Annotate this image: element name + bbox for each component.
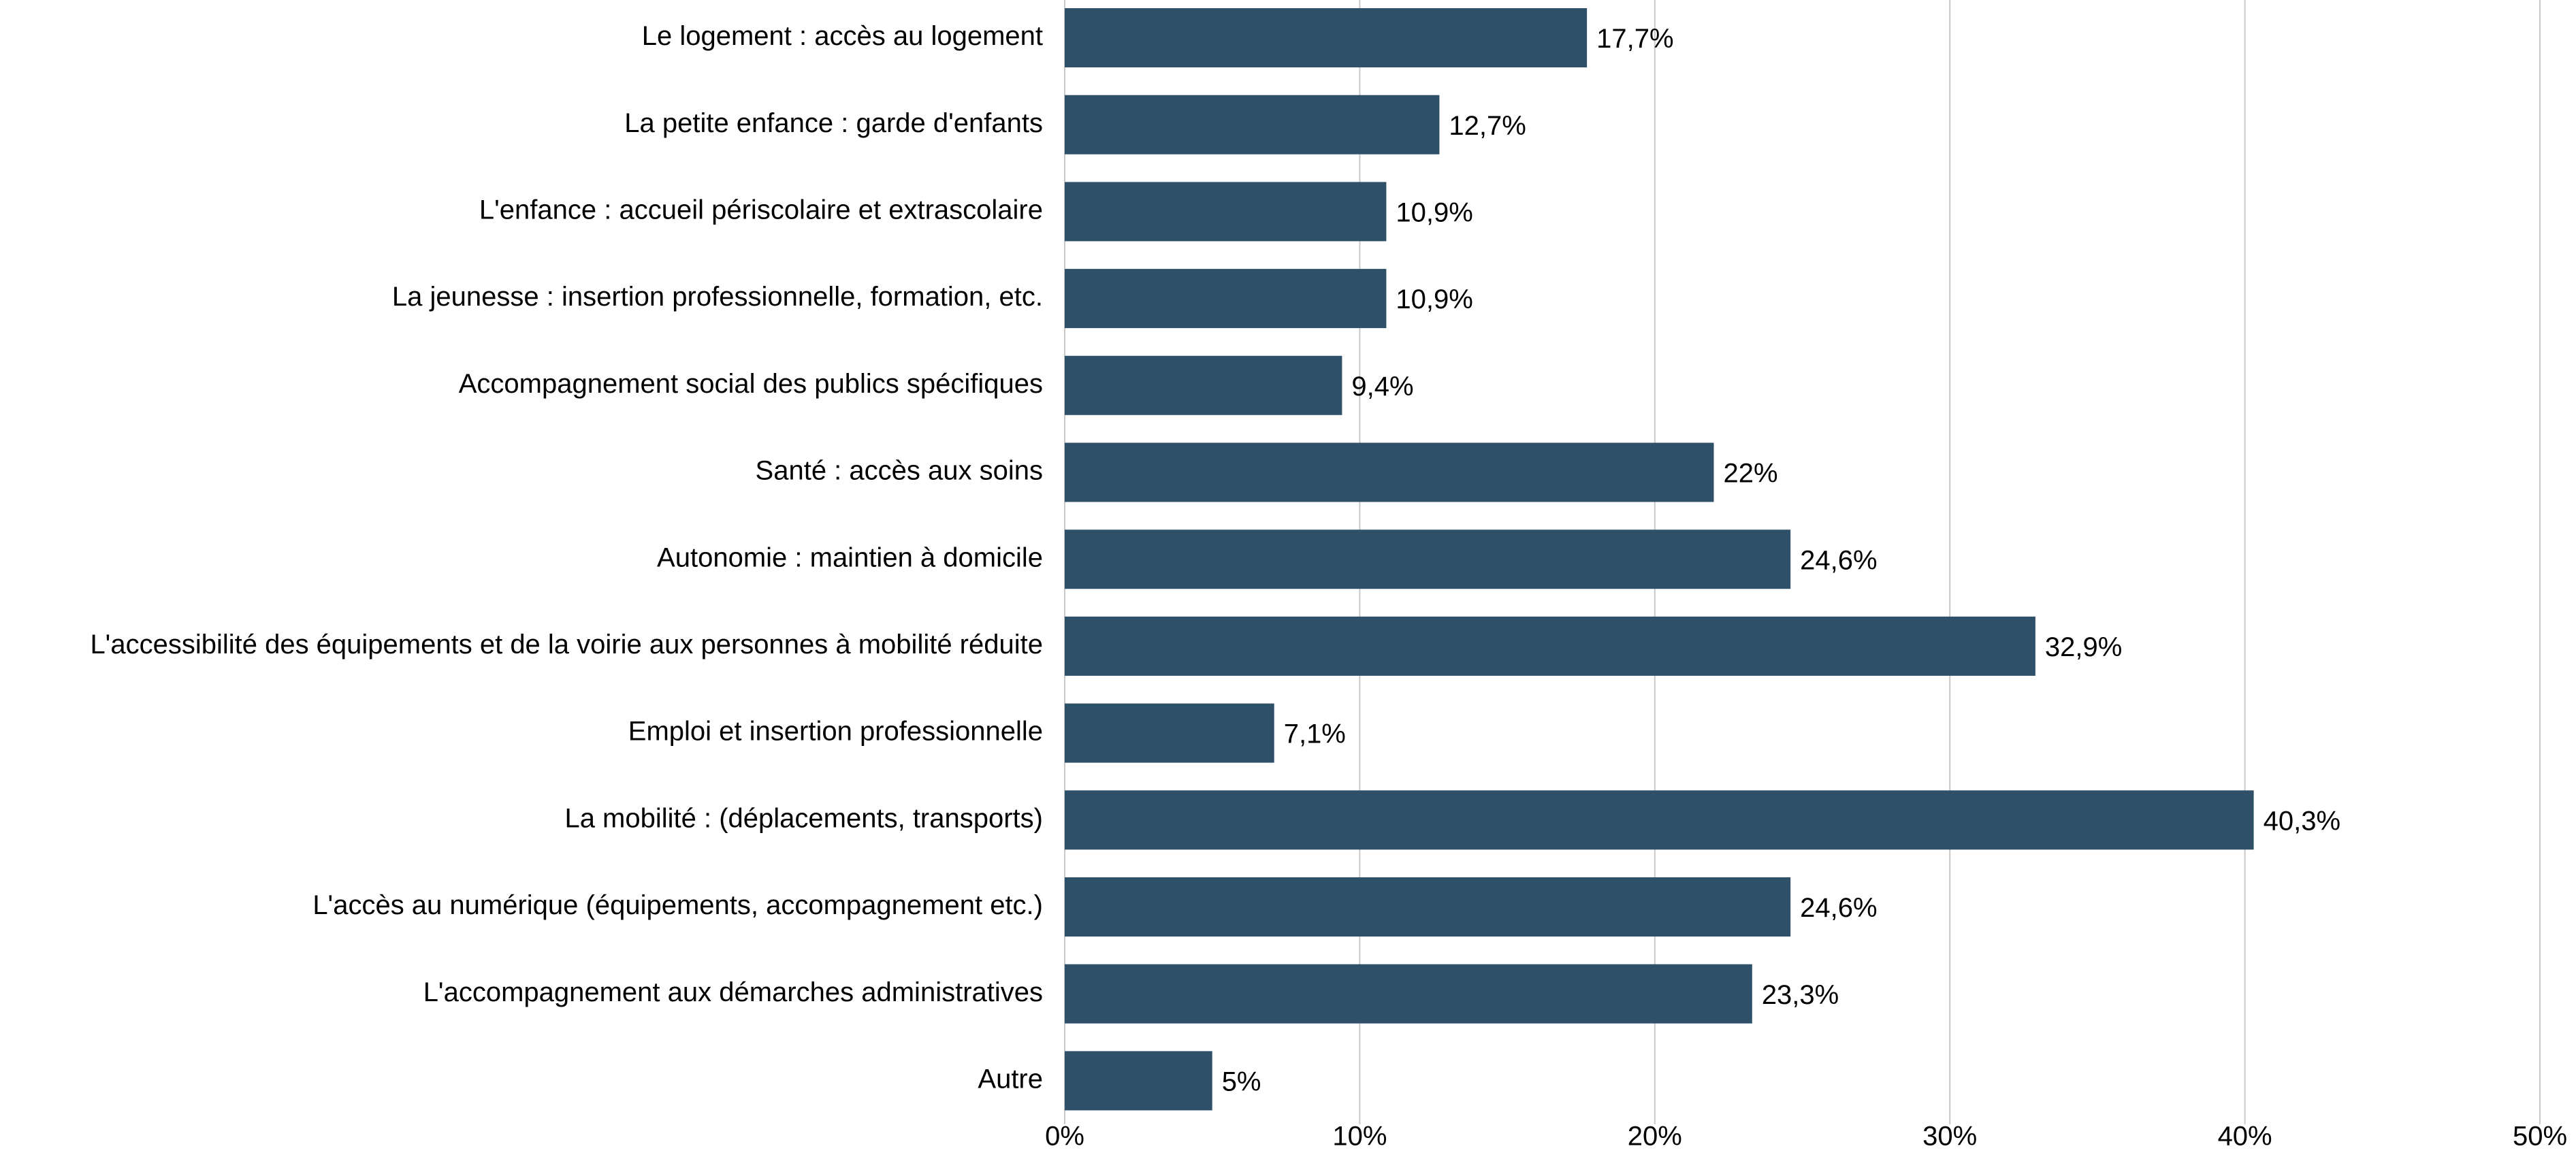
data-label: 7,1% — [1284, 719, 1346, 749]
x-tick-label: 40% — [2218, 1122, 2272, 1152]
data-label: 23,3% — [1762, 980, 1839, 1010]
bar — [1065, 703, 1274, 763]
data-label: 10,9% — [1396, 284, 1472, 314]
y-tick-label: L'accompagnement aux démarches administr… — [423, 977, 1043, 1007]
y-tick-label: Autonomie : maintien à domicile — [657, 542, 1043, 572]
x-tick-label: 10% — [1332, 1122, 1387, 1152]
y-tick-label: La mobilité : (déplacements, transports) — [564, 803, 1043, 833]
bar — [1065, 8, 1588, 67]
bar — [1065, 530, 1791, 589]
y-tick-label: Santé : accès aux soins — [756, 456, 1043, 486]
y-tick-label: L'accessibilité des équipements et de la… — [90, 630, 1043, 660]
y-tick-label: La petite enfance : garde d'enfants — [624, 108, 1043, 138]
data-label: 40,3% — [2264, 806, 2340, 836]
data-label: 12,7% — [1449, 111, 1526, 141]
bar — [1065, 182, 1387, 242]
bar — [1065, 790, 2254, 850]
data-label: 17,7% — [1596, 24, 1673, 54]
y-tick-label: Accompagnement social des publics spécif… — [459, 369, 1043, 399]
data-label: 5% — [1222, 1067, 1261, 1096]
bar — [1065, 269, 1387, 329]
bar — [1065, 355, 1342, 415]
y-tick-label: Emploi et insertion professionnelle — [628, 717, 1043, 747]
y-tick-label: Autre — [978, 1064, 1043, 1094]
data-label: 9,4% — [1351, 372, 1413, 402]
data-label: 24,6% — [1800, 893, 1877, 923]
bar — [1065, 964, 1752, 1024]
data-label: 24,6% — [1800, 545, 1877, 575]
y-tick-label: L'accès au numérique (équipements, accom… — [312, 890, 1043, 920]
bar — [1065, 1051, 1212, 1111]
y-tick-label: La jeunesse : insertion professionnelle,… — [392, 282, 1043, 312]
y-tick-label: Le logement : accès au logement — [642, 21, 1043, 51]
x-tick-label: 0% — [1045, 1122, 1084, 1152]
bar — [1065, 616, 2035, 676]
bar — [1065, 442, 1714, 502]
data-label: 10,9% — [1396, 197, 1472, 227]
x-tick-label: 30% — [1922, 1122, 1977, 1152]
bar — [1065, 95, 1440, 154]
data-label: 22% — [1723, 459, 1777, 489]
y-tick-label: L'enfance : accueil périscolaire et extr… — [479, 195, 1043, 225]
data-label: 32,9% — [2045, 632, 2122, 662]
x-tick-label: 50% — [2513, 1122, 2567, 1152]
x-tick-label: 20% — [1628, 1122, 1682, 1152]
bar — [1065, 877, 1791, 937]
